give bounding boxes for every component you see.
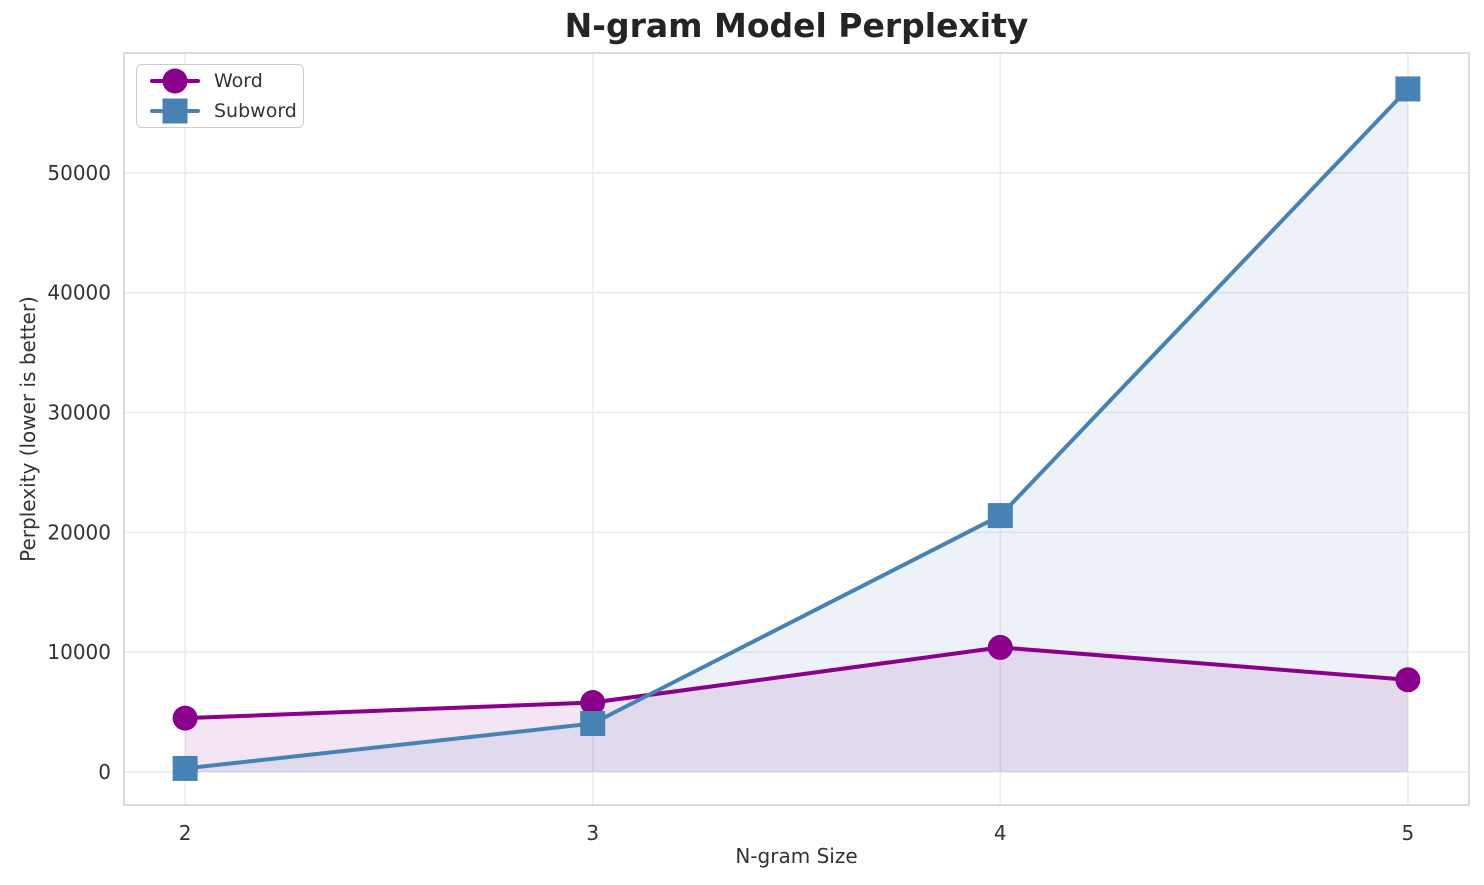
y-tick-label: 0 (98, 760, 111, 784)
marker-word (580, 690, 606, 716)
legend-item-word: Word (137, 66, 303, 96)
subword-line-square-icon (150, 98, 200, 124)
x-tick-label: 5 (1401, 821, 1414, 845)
x-axis-label: N-gram Size (735, 844, 858, 868)
marker-word (172, 705, 198, 731)
plot-background (124, 53, 1469, 805)
y-tick-label: 50000 (47, 161, 111, 185)
x-tick-label: 2 (179, 821, 192, 845)
marker-word (987, 634, 1013, 660)
y-tick-label: 40000 (47, 281, 111, 305)
legend-label-word: Word (214, 70, 263, 92)
plot-border (123, 52, 1470, 806)
x-tick-label: 4 (994, 821, 1007, 845)
marker-word (1395, 667, 1421, 693)
marker-subword (987, 503, 1013, 529)
legend-label-subword: Subword (214, 100, 297, 122)
marker-subword (580, 711, 606, 737)
line-word (183, 645, 1410, 721)
y-tick-label: 20000 (47, 520, 111, 544)
legend-item-subword: Subword (137, 96, 303, 126)
word-line-circle-icon (150, 68, 200, 94)
marker-subword (1395, 76, 1421, 102)
chart-title: N-gram Model Perplexity (564, 6, 1029, 45)
y-tick-label: 10000 (47, 640, 111, 664)
y-tick-label: 30000 (47, 401, 111, 425)
area-fill-word (185, 647, 1408, 773)
legend: Word Subword (136, 64, 304, 128)
x-tick-label: 3 (586, 821, 599, 845)
y-axis-label: Perplexity (lower is better) (16, 296, 40, 562)
area-fill-subword (185, 88, 1408, 773)
marker-subword (172, 755, 198, 781)
line-subword (183, 86, 1410, 771)
